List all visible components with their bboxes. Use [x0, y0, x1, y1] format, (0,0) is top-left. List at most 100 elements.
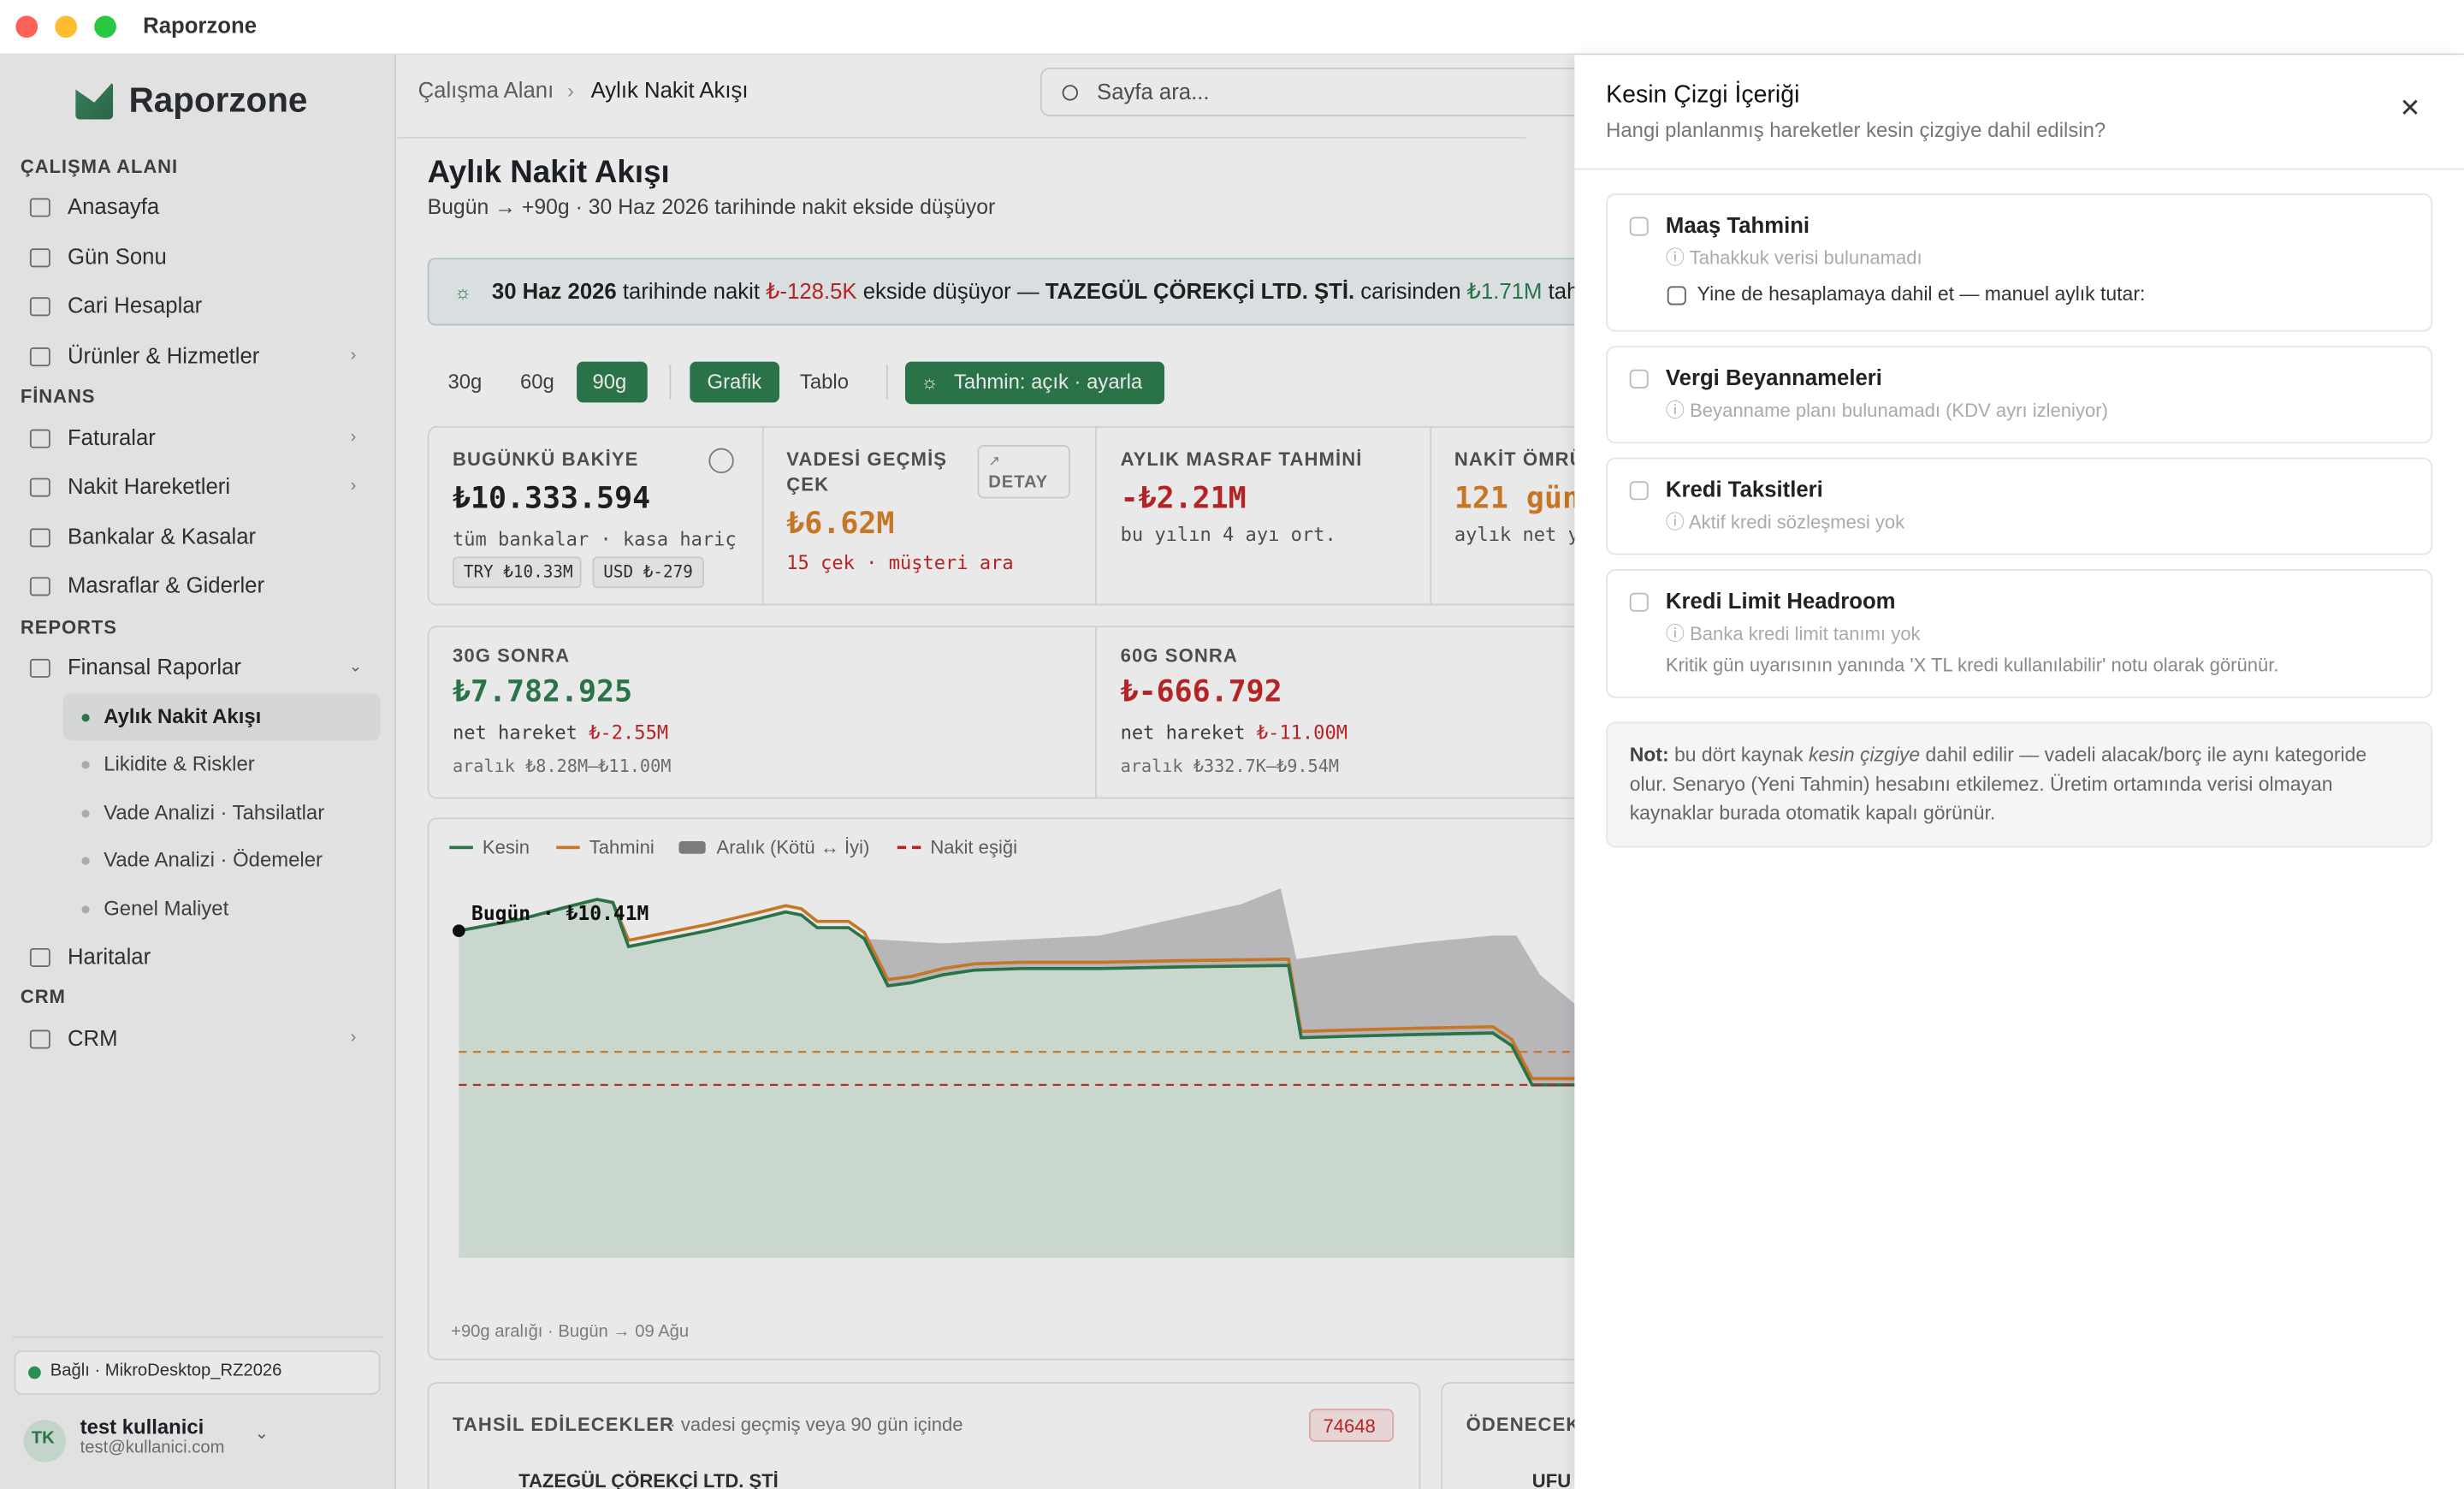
card-label: 30G SONRA	[452, 644, 571, 667]
range-area	[864, 888, 1588, 1085]
legend-swatch	[678, 840, 706, 854]
forecast-label: Tahmin: açık · ayarla	[953, 369, 1143, 394]
detail-icon: ↗	[988, 453, 1001, 470]
text-part: dahil edilir — vadeli alacak/borç ile ay…	[1629, 744, 2367, 824]
checkbox[interactable]	[1629, 369, 1649, 389]
nav-item[interactable]: Nakit Hareketleri	[67, 473, 231, 500]
card-label: NAKİT ÖMRÜ	[1454, 447, 1584, 470]
text-part: tarihinde nakit	[616, 278, 767, 305]
connection-box: Bağlı · MikroDesktop_RZ2026	[14, 1350, 381, 1395]
close-button[interactable]: ✕	[2399, 96, 2421, 123]
overlay	[0, 55, 1575, 1489]
view-option[interactable]: Tablo	[799, 369, 849, 394]
nav-subitem[interactable]: Genel Maliyet	[104, 896, 229, 920]
card-sub: bu yılın 4 ayı ort.	[1120, 523, 1336, 545]
nav-subitem[interactable]: Likidite & Riskler	[104, 752, 255, 776]
bullet	[81, 905, 90, 913]
card-sub: aylık net y	[1454, 523, 1579, 545]
checkbox[interactable]	[1629, 481, 1649, 501]
search-icon	[1062, 85, 1078, 101]
nav-subitem[interactable]: Vade Analizi · Tahsilatlar	[104, 800, 325, 824]
status-dot	[28, 1366, 41, 1379]
bullet	[81, 713, 90, 721]
nav-item[interactable]: Bankalar & Kasalar	[67, 523, 257, 549]
section-title: FİNANS	[20, 385, 96, 407]
card-divider	[1095, 626, 1098, 799]
window-button[interactable]	[94, 15, 116, 39]
card-value: 121 gün	[1454, 481, 1580, 517]
detail-button[interactable]: ↗ DETAY	[977, 444, 1070, 499]
detail-label: DETAY	[988, 473, 1049, 493]
nav-subitem[interactable]: Aylık Nakit Akışı	[104, 704, 262, 728]
chevron: ⌄	[348, 658, 363, 676]
search-box[interactable]: Sayfa ara...	[1040, 68, 1669, 116]
drawer-subtitle: Hangi planlanmış hareketler kesin çizgiy…	[1606, 117, 2106, 142]
option-card	[1606, 346, 2433, 444]
nav-item[interactable]: Haritalar	[67, 943, 151, 969]
topbar-border	[397, 136, 1526, 139]
checkbox[interactable]	[1629, 217, 1649, 236]
alert-text: 30 Haz 2026 tarihinde nakit ₺-128.5K eks…	[492, 279, 1612, 306]
checkbox[interactable]	[1667, 286, 1686, 306]
range-option[interactable]: 90g	[592, 369, 627, 394]
collect-subtitle: · vadesi geçmiş veya 90 gün içinde	[669, 1412, 963, 1435]
collect-title: TAHSİL EDİLECEKLER	[452, 1412, 675, 1435]
user-email: test@kullanici.com	[80, 1439, 225, 1458]
card-value: ₺-666.792	[1120, 674, 1282, 710]
section-title: REPORTS	[20, 615, 117, 638]
nav-item[interactable]: Cari Hesaplar	[67, 293, 203, 318]
collect-card	[427, 1382, 1421, 1489]
kesin-area	[459, 899, 1588, 1258]
option-label[interactable]: Kredi Taksitleri	[1665, 477, 1823, 502]
option-hint: Kritik gün uyarısının yanında 'X TL kred…	[1665, 653, 2279, 676]
card-divider	[1429, 425, 1431, 606]
option-extra[interactable]: Yine de hesaplamaya dahil et — manuel ay…	[1697, 283, 2146, 306]
avatar-initials: TK	[31, 1429, 55, 1449]
nav-item[interactable]: Masraflar & Giderler	[67, 572, 265, 598]
chip: TRY ₺10.33M	[452, 556, 582, 589]
window-title: Raporzone	[143, 13, 258, 39]
option-label[interactable]: Vergi Beyannameleri	[1665, 365, 1882, 391]
drawer: Kesin Çizgi İçeriği Hangi planlanmış hare…	[1574, 55, 2464, 1489]
nav-item[interactable]: Anasayfa	[67, 193, 160, 219]
nav-item[interactable]: Ürünler & Hizmetler	[67, 342, 260, 368]
badge: 74648	[1308, 1409, 1395, 1442]
chart-plot	[452, 888, 1588, 1258]
window-button[interactable]	[15, 15, 38, 39]
settings-icon[interactable]	[708, 448, 734, 474]
card-value: ₺10.333.594	[452, 481, 651, 517]
breadcrumb-item[interactable]: Çalışma Alanı	[418, 77, 554, 104]
legend-swatch	[897, 845, 921, 850]
nav-icon	[29, 1029, 50, 1048]
checkbox[interactable]	[1629, 592, 1649, 612]
nav-item[interactable]: CRM	[67, 1024, 118, 1051]
card-value: ₺6.62M	[786, 507, 895, 542]
chevron: ›	[350, 427, 357, 447]
nav-item[interactable]: Faturalar	[67, 424, 156, 450]
view-option[interactable]: Grafik	[707, 369, 762, 394]
nav-icon	[29, 247, 50, 267]
alert: ☼ 30 Haz 2026 tarihinde nakit ₺-128.5K ek…	[427, 258, 1622, 326]
nav-icon	[29, 658, 50, 678]
card-label: AYLIK MASRAF TAHMİNİ	[1120, 447, 1363, 470]
title-bar	[0, 0, 2464, 56]
nav-subitem[interactable]: Vade Analizi · Ödemeler	[104, 848, 323, 872]
page-title: Aylık Nakit Akışı	[427, 155, 670, 190]
option-label[interactable]: Kredi Limit Headroom	[1665, 588, 1896, 614]
forecast-button[interactable]: ☼ Tahmin: açık · ayarla	[904, 361, 1165, 405]
range-option[interactable]: 60g	[519, 369, 554, 394]
chevron: ⌄	[254, 1424, 270, 1445]
card-value: -₺2.21M	[1120, 481, 1247, 517]
nav-item[interactable]: Gün Sonu	[67, 243, 167, 269]
option-note: ⓘ Aktif kredi sözleşmesi yok	[1665, 510, 1905, 533]
option-note: ⓘ Tahakkuk verisi bulunamadı	[1665, 246, 1922, 269]
option-note: ⓘ Beyanname planı bulunamadı (KDV ayrı i…	[1665, 398, 2108, 421]
option-label[interactable]: Maaş Tahmini	[1665, 212, 1810, 239]
avatar	[23, 1420, 67, 1462]
sidebar: Raporzone ÇALIŞMA ALANI Anasayfa Gün Sonu Ca…	[0, 55, 396, 1489]
window-button[interactable]	[55, 15, 77, 39]
nav-item[interactable]: Finansal Raporlar	[67, 654, 241, 680]
range-option[interactable]: 30g	[447, 369, 483, 394]
search-placeholder: Sayfa ara...	[1097, 79, 1210, 104]
